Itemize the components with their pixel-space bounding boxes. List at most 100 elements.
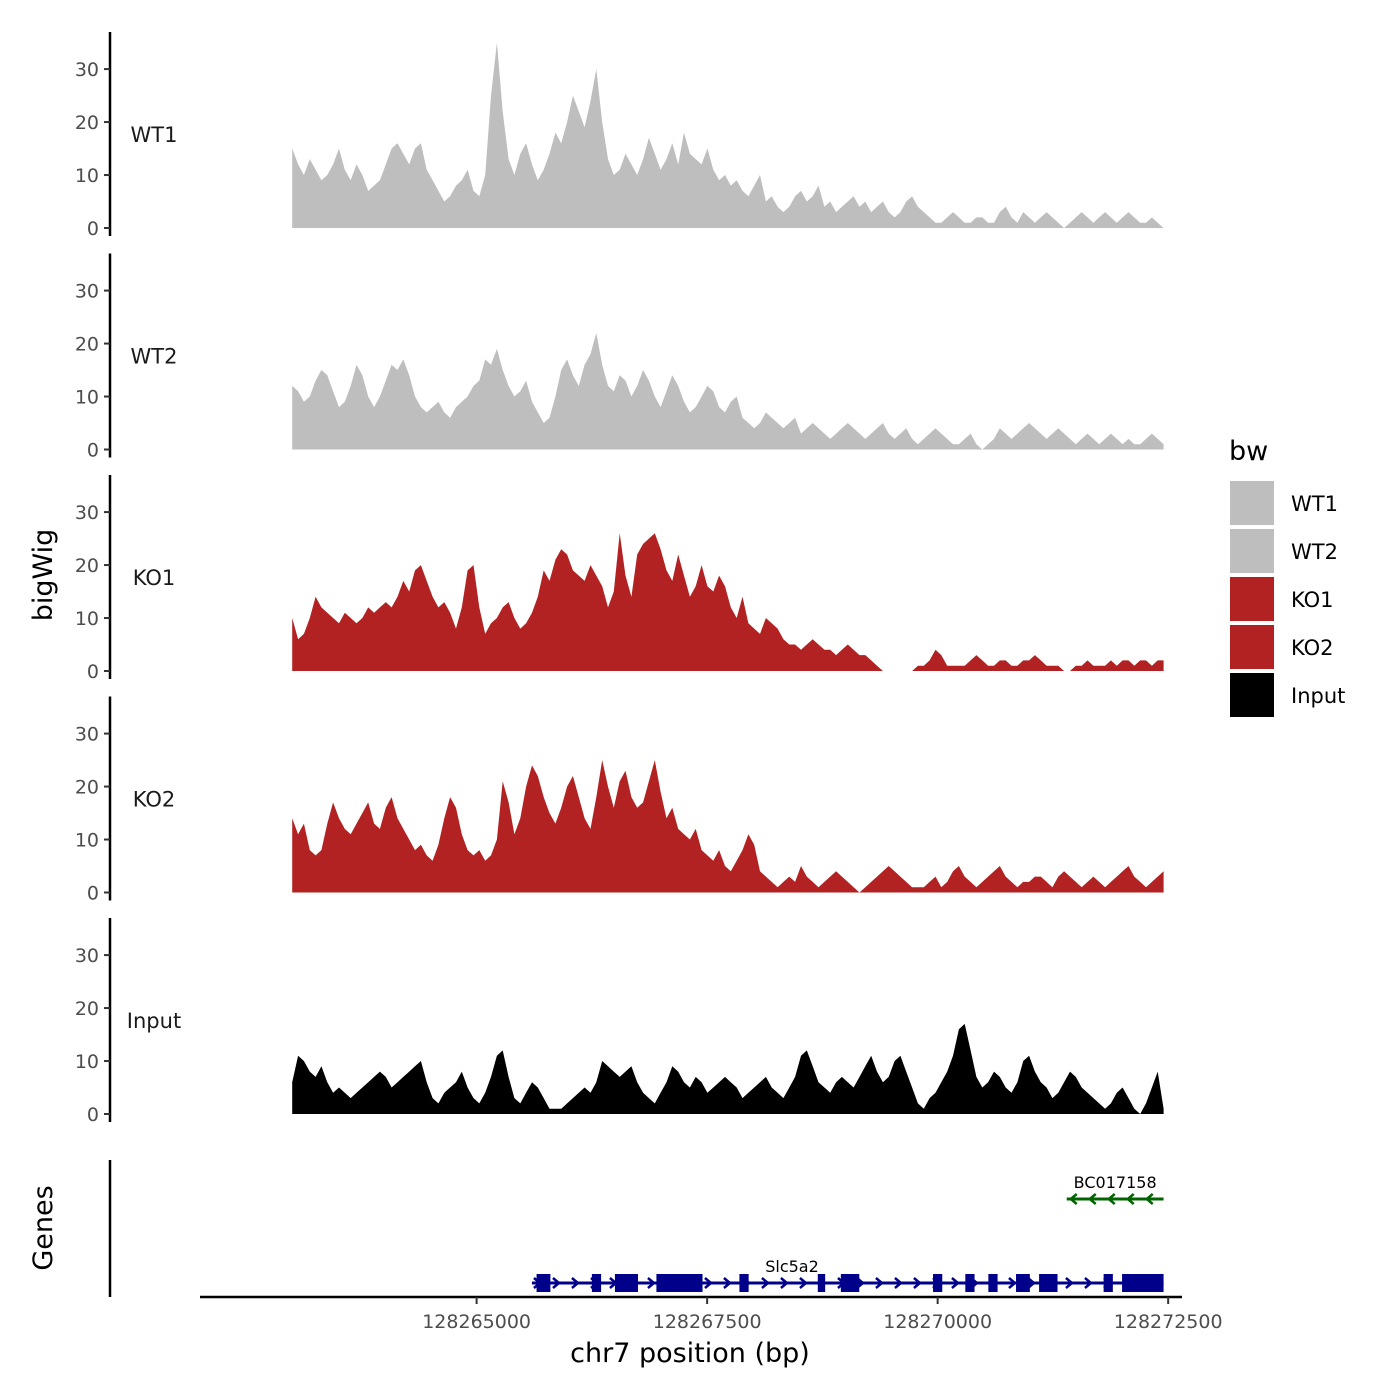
legend-label: Input: [1291, 684, 1345, 708]
legend-item-ko2: KO2: [1230, 625, 1334, 669]
strand-arrow: [1068, 1193, 1078, 1205]
exon: [1016, 1274, 1030, 1292]
x-axis: 128265000 128267500 128270000 128272500: [200, 1295, 1223, 1333]
strand-arrow: [552, 1277, 561, 1289]
strand-arrow: [723, 1277, 732, 1289]
legend-label: WT1: [1291, 492, 1338, 516]
y-tick-label: 30: [75, 502, 99, 524]
y-tick-label: 10: [75, 387, 99, 409]
coverage-area-ko2: [292, 760, 1164, 893]
gene-track: BC017158 Slc5a2: [108, 1160, 1164, 1297]
y-tick-label: 30: [75, 59, 99, 81]
strand-arrow: [1008, 1277, 1017, 1289]
track-label-ko2: KO2: [133, 788, 176, 812]
y-tick-label: 0: [87, 1104, 99, 1126]
exon: [536, 1274, 551, 1292]
legend-item-ko1: KO1: [1230, 577, 1334, 621]
coverage-area-input: [292, 1023, 1164, 1114]
exon: [656, 1274, 703, 1292]
coverage-area-wt1: [292, 42, 1164, 228]
legend-swatch: [1230, 577, 1274, 621]
track-ko2: 0 10 20 30 KO2: [75, 696, 1164, 905]
x-tick-label: 128265000: [422, 1311, 531, 1333]
legend-swatch: [1230, 673, 1274, 717]
x-tick-label: 128267500: [653, 1311, 762, 1333]
y-tick-label: 20: [75, 555, 99, 577]
exon: [1039, 1274, 1058, 1292]
exon: [965, 1274, 975, 1292]
legend-label: KO1: [1291, 588, 1334, 612]
exon: [614, 1274, 638, 1292]
exon: [1103, 1274, 1113, 1292]
y-axis-title: bigWig: [28, 529, 59, 622]
strand-arrow: [894, 1277, 903, 1289]
x-tick-label: 128272500: [1114, 1311, 1223, 1333]
legend-swatch: [1230, 625, 1274, 669]
y-tick-label: 10: [75, 608, 99, 630]
strand-arrow: [1125, 1193, 1135, 1205]
y-tick-label: 20: [75, 334, 99, 356]
y-tick-label: 0: [87, 218, 99, 240]
legend-swatch: [1230, 529, 1274, 573]
track-wt1: 0 10 20 30 WT1: [75, 32, 1164, 240]
genes-axis-title: Genes: [28, 1185, 59, 1270]
gene-bc017158: BC017158: [1066, 1173, 1164, 1205]
track-label-ko1: KO1: [133, 566, 176, 590]
strand-arrow: [1027, 1277, 1036, 1289]
y-tick-label: 10: [75, 165, 99, 187]
strand-arrow: [951, 1277, 960, 1289]
strand-arrow: [1106, 1193, 1116, 1205]
strand-arrow: [571, 1277, 580, 1289]
legend-item-input: Input: [1230, 673, 1345, 717]
legend-label: KO2: [1291, 636, 1334, 660]
x-axis-title: chr7 position (bp): [570, 1338, 810, 1369]
coverage-area-wt2: [292, 333, 1164, 450]
y-tick-label: 20: [75, 998, 99, 1020]
strand-arrow: [1087, 1193, 1097, 1205]
strand-arrow: [647, 1277, 656, 1289]
strand-arrow: [1084, 1277, 1093, 1289]
strand-arrow: [780, 1277, 789, 1289]
legend-label: WT2: [1291, 540, 1338, 564]
strand-arrow: [875, 1277, 884, 1289]
gene-label-slc5a2: Slc5a2: [765, 1257, 819, 1276]
y-tick-label: 20: [75, 777, 99, 799]
track-label-input: Input: [127, 1009, 181, 1033]
track-label-wt1: WT1: [131, 123, 178, 147]
exon: [1122, 1274, 1164, 1292]
legend-item-wt2: WT2: [1230, 529, 1338, 573]
x-tick-label: 128270000: [883, 1311, 992, 1333]
exon: [817, 1274, 826, 1292]
y-tick-label: 30: [75, 945, 99, 967]
legend-swatch: [1230, 481, 1274, 525]
gene-label-bc017158: BC017158: [1074, 1173, 1157, 1192]
exon: [591, 1274, 602, 1292]
strand-arrow: [1065, 1277, 1074, 1289]
track-ko1: 0 10 20 30 KO1: [75, 475, 1164, 683]
coverage-tracks: 0 10 20 30 WT1 0 10 20 30 WT2 0 10 20 30 KO1 0 10 20 30 KO2…: [75, 32, 1164, 1126]
track-label-wt2: WT2: [131, 345, 178, 369]
y-tick-label: 20: [75, 112, 99, 134]
strand-arrow: [799, 1277, 808, 1289]
exon: [840, 1274, 860, 1292]
coverage-area-ko1: [292, 533, 1164, 671]
strand-arrow: [761, 1277, 770, 1289]
y-tick-label: 10: [75, 1051, 99, 1073]
exon: [933, 1274, 943, 1292]
legend-title: bw: [1229, 436, 1268, 467]
strand-arrow: [913, 1277, 922, 1289]
legend: bw WT1 WT2 KO1 KO2 Input: [1229, 436, 1345, 717]
legend-item-wt1: WT1: [1230, 481, 1338, 525]
y-tick-label: 30: [75, 281, 99, 303]
exon: [988, 1274, 998, 1292]
y-tick-label: 10: [75, 830, 99, 852]
gene-slc5a2: Slc5a2: [531, 1257, 1164, 1292]
y-tick-label: 30: [75, 724, 99, 746]
y-tick-label: 0: [87, 661, 99, 683]
track-wt2: 0 10 20 30 WT2: [75, 253, 1164, 462]
track-input: 0 10 20 30 Input: [75, 918, 1164, 1126]
y-tick-label: 0: [87, 883, 99, 905]
y-tick-label: 0: [87, 440, 99, 462]
strand-arrow: [704, 1277, 713, 1289]
